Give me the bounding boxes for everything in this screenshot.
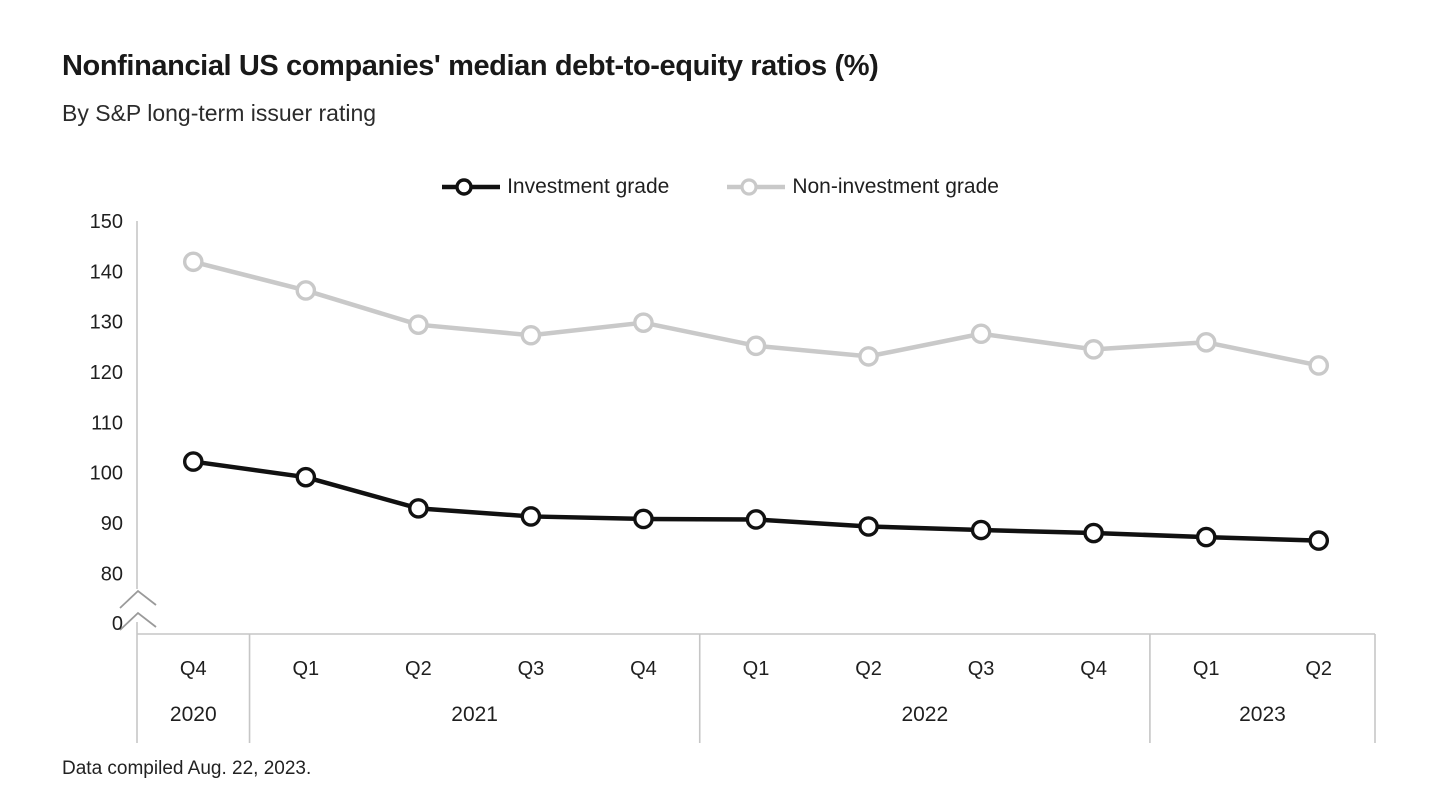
legend-item-non-investment: Non-investment grade	[725, 175, 999, 199]
quarter-label: Q3	[518, 658, 545, 680]
quarter-label: Q4	[1080, 658, 1107, 680]
legend-marker-non-investment-icon	[727, 178, 786, 196]
year-label: 2021	[451, 703, 498, 726]
page-title: Nonfinancial US companies' median debt-t…	[62, 50, 879, 82]
y-tick-label: 140	[90, 261, 123, 283]
y-tick-label: 100	[90, 463, 123, 485]
data-point	[858, 346, 879, 367]
footer-note: Data compiled Aug. 22, 2023.	[62, 758, 312, 779]
year-label: 2020	[170, 703, 217, 726]
axes	[119, 221, 1376, 743]
y-tick-label: 110	[91, 412, 123, 434]
series-investment-grade	[182, 451, 1330, 551]
data-point	[633, 508, 654, 530]
data-point	[182, 251, 204, 273]
quarter-label: Q2	[855, 658, 882, 680]
legend-label-investment: Investment grade	[507, 175, 670, 198]
y-tick-label: 80	[101, 563, 123, 585]
x-quarter-labels: Q4 Q1 Q2 Q3 Q4 Q1 Q2 Q3 Q4 Q1 Q2	[180, 658, 1332, 680]
data-point	[295, 280, 317, 301]
y-tick-label: 120	[90, 362, 123, 384]
data-point	[1308, 530, 1330, 551]
data-point	[1083, 522, 1104, 544]
data-point	[1308, 355, 1330, 376]
data-point	[295, 466, 317, 488]
quarter-label: Q4	[630, 658, 657, 680]
data-point	[182, 451, 204, 472]
data-point	[970, 519, 992, 541]
y-tick-label: 150	[90, 211, 123, 233]
quarter-label: Q1	[1193, 658, 1220, 680]
y-tick-label: 130	[90, 312, 123, 334]
page-subtitle: By S&P long-term issuer rating	[62, 100, 377, 126]
data-point	[408, 498, 429, 519]
data-point	[745, 335, 767, 357]
quarter-label: Q4	[180, 658, 207, 680]
legend-label-non-investment: Non-investment grade	[792, 175, 999, 198]
x-year-labels: 2020 2021 2022 2023	[170, 703, 1286, 726]
quarter-label: Q1	[292, 658, 319, 680]
data-point	[520, 506, 542, 527]
legend-marker-investment-icon	[442, 178, 501, 196]
data-point	[858, 516, 879, 537]
data-point	[1195, 331, 1217, 353]
series-non-investment-grade	[182, 251, 1330, 376]
axis-break-icon	[119, 589, 157, 609]
legend: Investment grade Non-investment grade	[0, 172, 1439, 202]
quarter-label: Q2	[1305, 658, 1332, 680]
y-tick-labels: 150 140 130 120 110 100 90 80 0	[90, 211, 123, 635]
quarter-label: Q1	[743, 658, 770, 680]
data-point	[1083, 339, 1104, 360]
y-tick-label: 90	[101, 513, 123, 535]
data-point	[745, 509, 767, 530]
data-point	[1195, 526, 1217, 548]
year-label: 2022	[901, 703, 948, 726]
quarter-label: Q3	[968, 658, 995, 680]
data-point	[633, 312, 654, 333]
data-point	[970, 323, 992, 345]
data-point	[520, 324, 542, 346]
year-label: 2023	[1239, 703, 1286, 726]
data-point	[408, 314, 429, 335]
legend-item-investment: Investment grade	[440, 175, 669, 199]
quarter-label: Q2	[405, 658, 432, 680]
y-tick-label-zero: 0	[112, 613, 123, 635]
